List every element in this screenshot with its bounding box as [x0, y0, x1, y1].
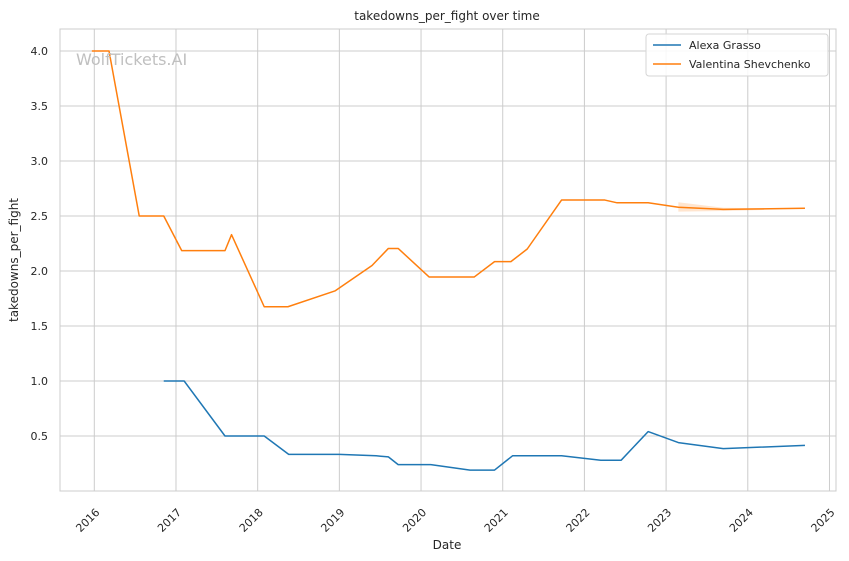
x-tick-label: 2022 [564, 506, 593, 535]
series-lines [91, 50, 805, 471]
y-tick-label: 2.5 [31, 210, 49, 223]
x-axis-label: Date [433, 538, 462, 552]
x-tick-label: 2023 [645, 506, 674, 535]
grid-lines [60, 29, 836, 491]
y-tick-label: 3.5 [31, 100, 49, 113]
y-tick-label: 3.0 [31, 155, 49, 168]
series-line-2 [91, 50, 805, 308]
y-tick-label: 4.0 [31, 45, 49, 58]
legend-label: Valentina Shevchenko [689, 58, 811, 71]
legend: Alexa Grasso Valentina Shevchenko [645, 33, 829, 77]
y-tick-label: 0.5 [31, 430, 49, 443]
x-axis-ticks: 2016 2017 2018 2019 2020 2021 2022 2023 2024 2025 [73, 506, 837, 535]
x-tick-label: 2024 [727, 506, 756, 535]
y-tick-label: 1.5 [31, 320, 49, 333]
x-tick-label: 2018 [237, 506, 266, 535]
y-tick-label: 1.0 [31, 375, 49, 388]
x-tick-label: 2016 [73, 506, 102, 535]
watermark: WolfTickets.AI [76, 50, 187, 69]
x-tick-label: 2020 [400, 506, 429, 535]
y-axis-ticks: 0.5 1.0 1.5 2.0 2.5 3.0 3.5 4.0 [31, 45, 49, 443]
legend-box [645, 33, 829, 77]
y-axis-label: takedowns_per_fight [7, 198, 21, 322]
legend-label: Alexa Grasso [689, 39, 761, 52]
x-tick-label: 2021 [482, 506, 511, 535]
x-tick-label: 2019 [318, 506, 347, 535]
x-tick-label: 2017 [155, 506, 184, 535]
series-line-1 [163, 380, 805, 471]
chart-title: takedowns_per_fight over time [354, 9, 540, 23]
y-tick-label: 2.0 [31, 265, 49, 278]
x-tick-label: 2025 [809, 506, 838, 535]
